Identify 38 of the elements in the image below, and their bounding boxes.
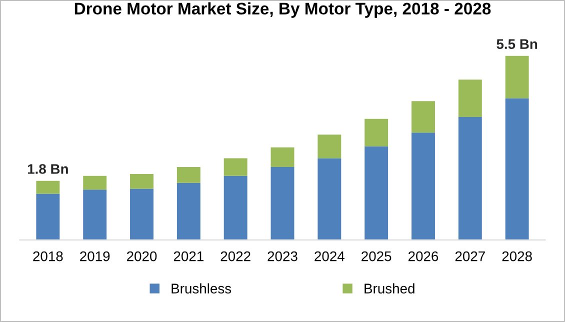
bar: [318, 158, 342, 240]
bar: [130, 188, 154, 240]
bar: [36, 180, 60, 194]
bar: [176, 167, 200, 183]
x-tick-label: 2023: [268, 251, 298, 262]
bar: [224, 158, 248, 176]
bar: [176, 182, 200, 240]
x-tick-label: 2019: [80, 251, 110, 262]
x-tick-label: 2028: [502, 251, 532, 262]
bar: [83, 176, 107, 190]
bar: [83, 190, 107, 240]
legend-label: Brushless: [172, 283, 232, 294]
bar: [36, 194, 60, 240]
bar: [318, 134, 342, 158]
bar: [130, 174, 154, 189]
bar: [505, 56, 529, 98]
bar: [224, 176, 248, 240]
x-tick-label: 2020: [127, 251, 157, 262]
legend-label: Brushed: [364, 283, 414, 294]
x-tick-label: 2021: [174, 251, 204, 262]
x-tick-label: 2025: [362, 251, 392, 262]
bar: [270, 167, 294, 240]
bar: [270, 147, 294, 168]
bar: [458, 116, 482, 240]
x-tick-label: 2027: [455, 251, 485, 262]
x-tick-label: 2018: [33, 251, 63, 262]
x-tick-label: 2024: [314, 251, 344, 262]
bar: [505, 98, 529, 240]
bar: [412, 101, 435, 133]
bar: [458, 80, 482, 117]
bar: [364, 118, 388, 146]
x-tick-label: 2022: [220, 251, 250, 262]
bar: [412, 132, 435, 240]
chart-title: Drone Motor Market Size, By Motor Type, 2018 - 2028: [74, 2, 491, 18]
x-tick-label: 2026: [408, 251, 438, 262]
annotation: 1.8 Bn: [28, 164, 68, 174]
annotation: 5.5 Bn: [496, 39, 538, 49]
bar: [364, 146, 388, 240]
